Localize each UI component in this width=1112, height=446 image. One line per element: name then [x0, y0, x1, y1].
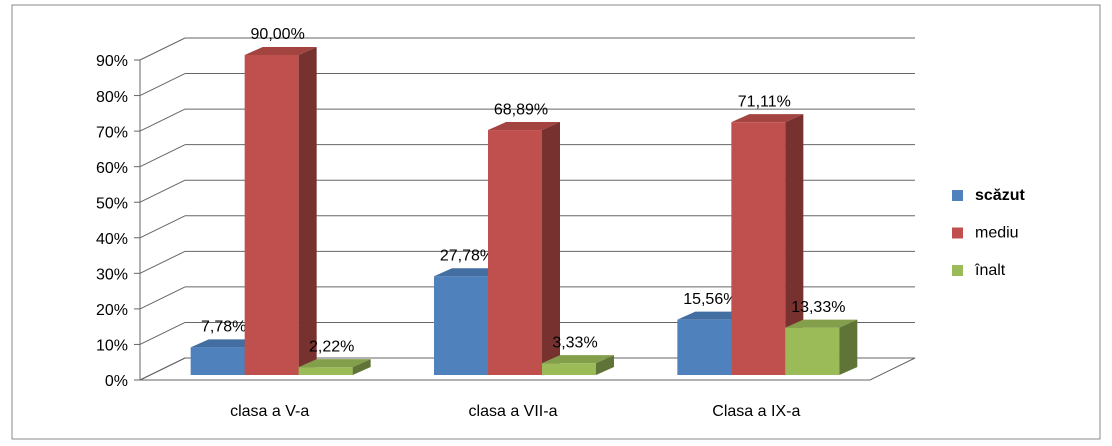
value-label: 2,22%: [309, 338, 354, 355]
bar: [542, 355, 614, 375]
grid-line: [139, 179, 186, 203]
value-label: 13,33%: [791, 299, 845, 316]
y-tick-label: 70%: [96, 124, 128, 141]
bar-front: [731, 122, 786, 375]
grid-line: [139, 73, 186, 97]
legend-label: înalt: [974, 262, 1006, 279]
y-tick-label: 80%: [96, 89, 128, 106]
bar: [488, 122, 560, 376]
bar-front: [434, 276, 488, 375]
legend-label: mediu: [975, 225, 1019, 242]
bar-side: [542, 122, 560, 376]
x-tick-label: clasa a VII-a: [469, 403, 558, 420]
bar-top: [785, 319, 858, 328]
y-tick-label: 30%: [96, 267, 128, 284]
bar-side: [596, 355, 614, 375]
bar-top: [190, 339, 263, 348]
bar-top: [542, 355, 614, 364]
grid-line: [139, 144, 186, 168]
bar: [785, 319, 858, 375]
value-label: 15,56%: [683, 291, 737, 308]
y-tick-label: 20%: [96, 302, 128, 319]
value-label: 71,11%: [738, 93, 791, 110]
bar-side: [352, 359, 371, 375]
bar-side: [298, 47, 317, 375]
grid-line: [139, 250, 186, 274]
legend-swatch: [952, 227, 963, 239]
bar: [298, 359, 371, 375]
y-tick-label: 50%: [96, 195, 128, 212]
grid-line: [139, 286, 186, 310]
bar-top: [244, 47, 317, 55]
bar: [244, 47, 317, 375]
y-tick-label: 0%: [105, 373, 128, 390]
value-label: 68,89%: [494, 101, 548, 118]
value-label: 3,33%: [552, 334, 597, 351]
bar-top: [488, 122, 560, 131]
value-label: 90,00%: [251, 26, 305, 43]
bar-front: [244, 55, 299, 375]
bar-top: [731, 114, 804, 123]
x-tick-label: clasa a V-a: [230, 403, 309, 420]
legend-swatch: [952, 190, 963, 201]
grid-line: [139, 215, 186, 239]
grid-line: [139, 357, 186, 381]
grid-line: [139, 108, 186, 132]
bar-top: [298, 359, 371, 368]
legend-swatch: [952, 265, 963, 276]
bar-side: [839, 319, 858, 375]
y-tick-label: 90%: [96, 53, 128, 70]
bar-front: [677, 319, 732, 375]
value-label: 27,78%: [440, 247, 494, 264]
grid-line: [139, 37, 186, 61]
y-tick-label: 60%: [96, 160, 128, 177]
bar-side: [785, 114, 804, 376]
bar-front: [785, 327, 840, 375]
value-label: 7,78%: [201, 319, 246, 336]
bar-front: [298, 367, 353, 375]
x-tick-label: Clasa a IX-a: [712, 403, 800, 420]
bar-front: [542, 363, 596, 375]
y-tick-label: 40%: [96, 231, 128, 248]
bar: [731, 114, 804, 376]
y-tick-label: 10%: [96, 338, 128, 355]
bar-front: [190, 347, 245, 375]
bar-front: [488, 130, 542, 375]
legend-label: scăzut: [975, 187, 1025, 204]
grid-line: [139, 321, 186, 345]
